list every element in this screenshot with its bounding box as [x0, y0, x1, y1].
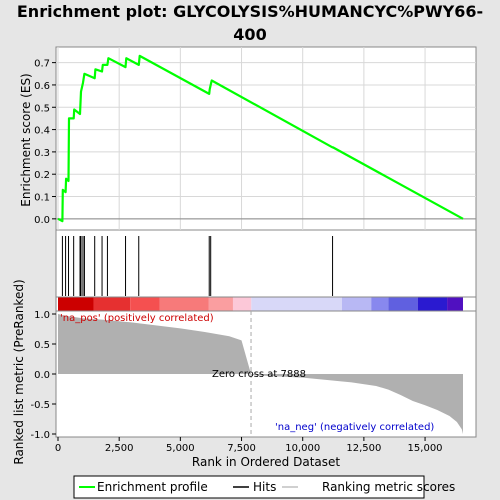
ranked-y-tick-label: 0.5: [34, 340, 50, 351]
x-tick-label: 2,500: [105, 443, 134, 454]
colorbar-segment: [371, 297, 389, 311]
x-tick-label: 10,000: [285, 443, 320, 454]
es-line-group: [57, 54, 464, 223]
x-axis-ticks: 0 2,500 5,000 7,500 10,000 12,500 15,000: [55, 437, 443, 454]
es-y-tick-label: 0.1: [34, 193, 50, 204]
ranked-y-tick-label: -1.0: [30, 430, 50, 441]
colorbar-segment: [208, 297, 233, 311]
x-tick-label: 5,000: [166, 443, 195, 454]
ranked-y-axis-label: Ranked list metric (PreRanked): [12, 279, 26, 464]
es-y-tick-label: 0.3: [34, 148, 50, 159]
es-y-tick-label: 0.4: [34, 126, 50, 137]
x-tick-label: 12,500: [346, 443, 381, 454]
ranked-y-tick-label: 1.0: [34, 310, 50, 321]
chart-title-line-2: 400: [233, 25, 266, 44]
ranked-metric-area: [58, 314, 463, 434]
es-y-tick-label: 0.0: [34, 215, 50, 226]
ranked-y-axis-ticks: -1.0 -0.5 0.0 0.5 1.0: [30, 310, 56, 441]
colorbar-segment: [130, 297, 160, 311]
legend-es-label: Enrichment profile: [97, 480, 208, 494]
ranked-y-tick-label: -0.5: [30, 400, 50, 411]
es-y-axis-label: Enrichment score (ES): [19, 73, 33, 206]
zero-cross-label: Zero cross at 7888: [212, 369, 306, 380]
es-y-tick-label: 0.2: [34, 170, 50, 181]
chart-title: Enrichment plot: GLYCOLYSIS%HUMANCYC%PWY…: [17, 2, 483, 21]
x-tick-label: 15,000: [408, 443, 443, 454]
colorbar-segment: [341, 297, 372, 311]
colorbar-segment: [159, 297, 209, 311]
legend-hits-label: Hits: [253, 480, 276, 494]
x-tick-label: 0: [55, 443, 61, 454]
es-line: [57, 54, 464, 223]
hits-panel-frame: [55, 229, 477, 298]
ranked-bars-group: [58, 314, 463, 434]
pos-label: 'na_pos' (positively correlated): [60, 313, 214, 324]
colorbar-segment: [388, 297, 418, 311]
es-y-tick-label: 0.5: [34, 103, 50, 114]
neg-label: 'na_neg' (negatively correlated): [275, 422, 434, 433]
colorbar-group: [58, 297, 463, 311]
colorbar-segment: [447, 297, 463, 311]
x-axis-label: Rank in Ordered Dataset: [192, 455, 340, 469]
colorbar-segment: [93, 297, 131, 311]
es-y-tick-label: 0.6: [34, 81, 50, 92]
legend-rank-label: Ranking metric scores: [322, 480, 455, 494]
es-y-tick-label: 0.7: [34, 59, 50, 70]
colorbar-segment: [417, 297, 448, 311]
colorbar-segment: [232, 297, 252, 311]
es-y-axis-ticks: 0.0 0.1 0.2 0.3 0.4 0.5 0.6 0.7: [34, 59, 56, 226]
hits-group: [61, 236, 334, 296]
colorbar-segment: [251, 297, 342, 311]
colorbar-segment: [58, 297, 94, 311]
x-tick-label: 7,500: [227, 443, 256, 454]
es-panel-frame: [55, 46, 477, 231]
ranked-y-tick-label: 0.0: [34, 370, 50, 381]
